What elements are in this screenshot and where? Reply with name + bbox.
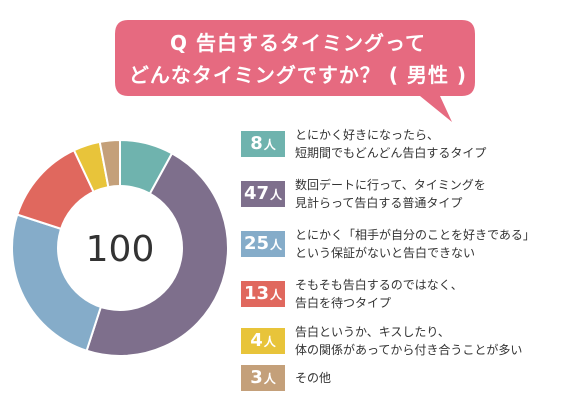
legend-count: 3 bbox=[250, 367, 263, 388]
legend-unit: 人 bbox=[263, 138, 276, 152]
legend-count: 25 bbox=[243, 233, 270, 254]
legend-label: 数回デートに行って、タイミングを 見計らって告白する普通タイプ bbox=[295, 178, 486, 210]
legend-item: 3 人その他 bbox=[241, 360, 566, 400]
legend-count: 47 bbox=[243, 183, 270, 204]
legend-unit: 人 bbox=[263, 372, 276, 386]
legend-count-badge: 13 人 bbox=[241, 281, 285, 307]
legend-unit: 人 bbox=[263, 335, 276, 349]
legend-count-badge: 47 人 bbox=[241, 181, 285, 207]
legend-item: 13 人そもそも告白するのではなく、 告白を待つタイプ bbox=[241, 276, 566, 316]
legend-item: 25 人とにかく「相手が自分のことを好きである」 という保証がないと告白できない bbox=[241, 226, 566, 266]
title-bubble bbox=[115, 20, 475, 122]
legend-unit: 人 bbox=[270, 188, 283, 202]
legend-unit: 人 bbox=[270, 238, 283, 252]
legend-label: とにかく「相手が自分のことを好きである」 という保証がないと告白できない bbox=[295, 228, 535, 260]
legend-count: 4 bbox=[250, 330, 263, 351]
legend-item: 47 人数回デートに行って、タイミングを 見計らって告白する普通タイプ bbox=[241, 176, 566, 216]
legend-label: その他 bbox=[295, 371, 332, 385]
legend-label: とにかく好きになったら、 短期間でもどんどん告白するタイプ bbox=[295, 128, 487, 160]
legend-item: 8 人とにかく好きになったら、 短期間でもどんどん告白するタイプ bbox=[241, 126, 566, 166]
donut-center-total: 100 bbox=[86, 229, 155, 270]
legend-unit: 人 bbox=[270, 288, 283, 302]
title-line-1: Q 告白するタイミングって bbox=[170, 31, 426, 55]
title-line-2: どんなタイミングですか？ ( 男性 ) bbox=[128, 63, 468, 87]
legend-count: 8 bbox=[250, 133, 263, 154]
legend-label: そもそも告白するのではなく、 告白を待つタイプ bbox=[295, 278, 463, 310]
donut-hole bbox=[57, 185, 183, 311]
legend-count: 13 bbox=[243, 283, 270, 304]
legend-item: 4 人告白というか、キスしたり、 体の関係があってから付き合うことが多い bbox=[241, 323, 566, 363]
legend-count-badge: 25 人 bbox=[241, 231, 285, 257]
legend-label: 告白というか、キスしたり、 体の関係があってから付き合うことが多い bbox=[295, 325, 523, 357]
title-bubble-shape bbox=[115, 20, 475, 122]
